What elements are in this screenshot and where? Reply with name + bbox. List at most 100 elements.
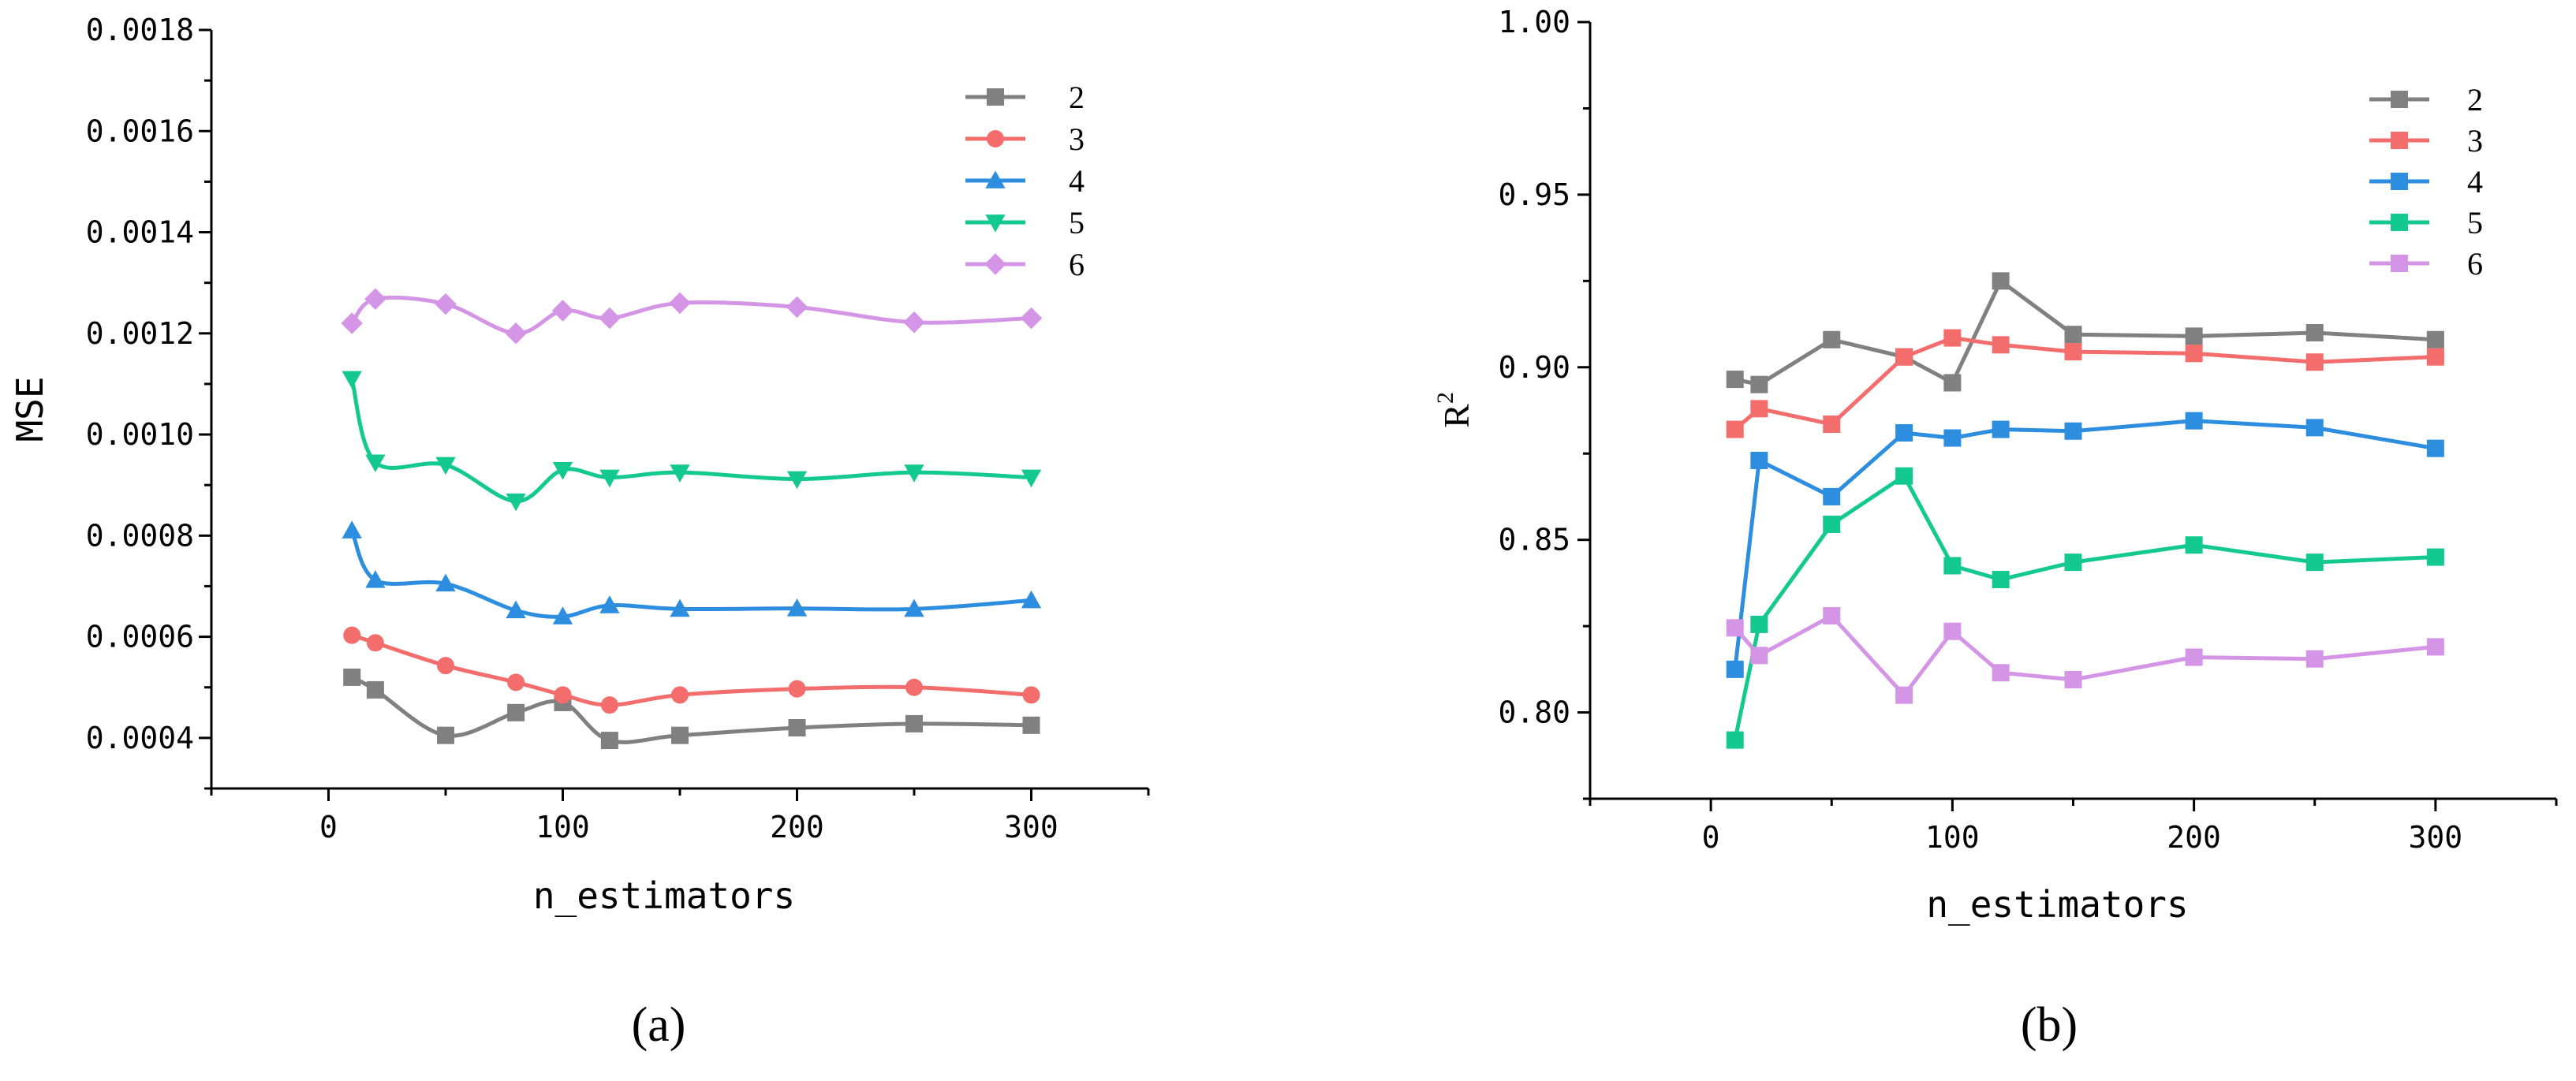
series-2 bbox=[343, 668, 1040, 750]
y-axis-title-text: R bbox=[1436, 404, 1477, 428]
legend-item: 6 bbox=[965, 247, 1085, 282]
series-2-point bbox=[2426, 330, 2444, 349]
series-2-point bbox=[1943, 374, 1962, 392]
y-tick-label: 0.0012 bbox=[86, 316, 194, 351]
y-tick-label: 0.0018 bbox=[86, 13, 194, 47]
series-3-point bbox=[366, 634, 384, 652]
series-5-point bbox=[1895, 467, 1913, 485]
series-5-point bbox=[1750, 615, 1768, 633]
legend-item: 4 bbox=[2369, 164, 2483, 199]
series-4-point bbox=[1750, 451, 1768, 469]
series-2-point bbox=[1823, 330, 1841, 349]
series-5-point bbox=[1726, 731, 1744, 749]
y-axis-title: R2 bbox=[1432, 392, 1477, 428]
series-6-point bbox=[669, 292, 691, 315]
y-tick-label: 0.0008 bbox=[86, 518, 194, 553]
series-5-point bbox=[552, 462, 573, 480]
y-tick-label: 0.90 bbox=[1498, 350, 1570, 385]
series-6-line bbox=[1733, 613, 2436, 698]
series-2-line bbox=[1734, 278, 2436, 387]
legend-label: 6 bbox=[1069, 247, 1085, 282]
series-6-point bbox=[1020, 307, 1043, 330]
legend-item: 3 bbox=[2369, 123, 2483, 158]
series-4-point bbox=[1943, 429, 1962, 447]
x-tick-label: 100 bbox=[1925, 820, 1980, 855]
series-5-line bbox=[1733, 474, 2436, 741]
series-6-point bbox=[1992, 664, 2010, 682]
legend-swatch-marker bbox=[987, 88, 1004, 106]
series-3-point bbox=[1022, 686, 1040, 704]
legend-label: 4 bbox=[2467, 164, 2483, 199]
legend-swatch-marker bbox=[2391, 214, 2408, 231]
series-5-point bbox=[1992, 571, 2010, 589]
y-tick-label: 0.80 bbox=[1498, 695, 1570, 730]
series-4 bbox=[1726, 412, 2444, 678]
series-4-point bbox=[2426, 439, 2444, 457]
y-axis-title-superscript: 2 bbox=[1432, 392, 1458, 404]
panel-a-mse-chart: 0.0004 0.0006 0.0008 0.0010 0.0012 0.0014 0.00… bbox=[9, 13, 1150, 1052]
series-2-point bbox=[788, 719, 806, 737]
y-tick-label: 0.0014 bbox=[86, 215, 194, 250]
series-6-point bbox=[2426, 638, 2444, 656]
series-3-point bbox=[1750, 400, 1768, 418]
series-4-line bbox=[349, 529, 1032, 619]
y-axis-title-text: MSE bbox=[9, 376, 51, 442]
series-4-point bbox=[1726, 660, 1744, 678]
series-2-point bbox=[2185, 327, 2203, 345]
axes: 0.0004 0.0006 0.0008 0.0010 0.0012 0.0014 0.00… bbox=[86, 13, 1150, 844]
series-3-point bbox=[1992, 336, 2010, 354]
series-3-point bbox=[905, 678, 923, 696]
series-3 bbox=[1726, 329, 2444, 438]
legend: 2 3 4 5 6 bbox=[2369, 82, 2483, 281]
series-2-point bbox=[905, 714, 923, 732]
x-tick-label: 200 bbox=[2167, 820, 2221, 855]
series-2-point bbox=[671, 726, 689, 744]
series-2-point bbox=[343, 668, 361, 686]
legend: 2 3 4 5 6 bbox=[965, 80, 1085, 282]
series-4-point bbox=[786, 598, 808, 617]
y-tick-label: 0.0004 bbox=[86, 721, 194, 755]
y-tick-label: 0.95 bbox=[1498, 177, 1570, 212]
axes: 0.80 0.85 0.90 0.95 1.00 0 100 200 300 bbox=[1498, 5, 2558, 855]
legend-swatch-marker bbox=[984, 253, 1006, 275]
series-6 bbox=[1726, 606, 2444, 704]
legend-swatch-marker bbox=[2391, 173, 2408, 190]
series-3-line bbox=[1734, 336, 2436, 431]
legend-label: 2 bbox=[2467, 82, 2483, 117]
x-tick-label: 300 bbox=[1004, 810, 1058, 844]
series-2 bbox=[1726, 272, 2444, 393]
series-3-point bbox=[1943, 329, 1962, 347]
series-2-point bbox=[1726, 371, 1744, 389]
series-3-point bbox=[1895, 348, 1913, 366]
series-3-point bbox=[343, 626, 361, 644]
series-6-point bbox=[341, 312, 363, 334]
series-4-point bbox=[365, 570, 386, 588]
series-6-point bbox=[435, 293, 457, 315]
series-3-point bbox=[2426, 348, 2444, 366]
series-4-line bbox=[1733, 419, 2436, 670]
series-6-point bbox=[1823, 606, 1841, 624]
legend-swatch-marker bbox=[2391, 91, 2408, 108]
x-axis-title: n_estimators bbox=[1926, 883, 2188, 926]
panel-b-r2-chart: 0.80 0.85 0.90 0.95 1.00 0 100 200 300 n_estimato… bbox=[1432, 5, 2558, 1052]
legend-item: 2 bbox=[2369, 82, 2483, 117]
series-3-point bbox=[1726, 420, 1744, 438]
legend-label: 3 bbox=[1069, 121, 1085, 157]
y-tick-label: 0.0010 bbox=[86, 417, 194, 452]
series-5 bbox=[1726, 467, 2444, 749]
series-4-point bbox=[506, 600, 526, 619]
series-5-point bbox=[506, 493, 526, 512]
series-4-point bbox=[552, 606, 573, 624]
series-5-point bbox=[1021, 469, 1042, 488]
series-3 bbox=[343, 626, 1040, 714]
series-2-point bbox=[2064, 326, 2082, 344]
series-6-point bbox=[1750, 647, 1768, 665]
y-axis-title: MSE bbox=[9, 376, 51, 442]
series-2-point bbox=[1992, 272, 2010, 290]
series-5-point bbox=[342, 371, 362, 390]
series-6-point bbox=[1726, 619, 1744, 637]
x-tick-label: 300 bbox=[2409, 820, 2463, 855]
series-3-point bbox=[788, 680, 806, 698]
series-4-point bbox=[1992, 420, 2010, 438]
